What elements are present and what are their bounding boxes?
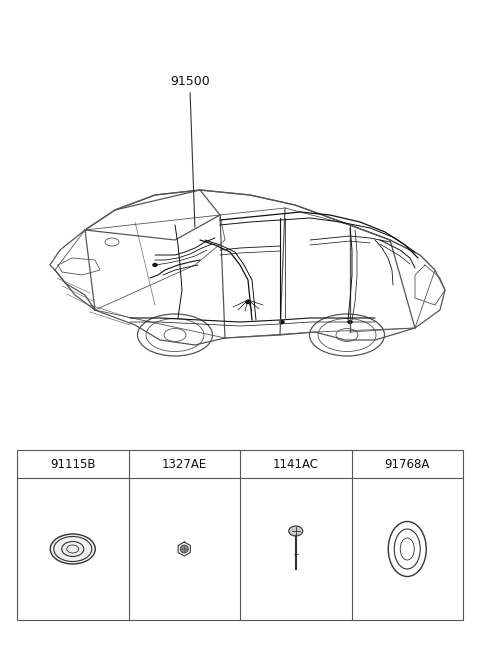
Ellipse shape <box>153 263 157 267</box>
Ellipse shape <box>289 526 303 536</box>
Ellipse shape <box>348 320 352 324</box>
Text: 1327AE: 1327AE <box>162 457 207 470</box>
Text: 1141AC: 1141AC <box>273 457 319 470</box>
Text: 91768A: 91768A <box>384 457 430 470</box>
Text: 91500: 91500 <box>170 75 210 88</box>
Ellipse shape <box>279 320 285 324</box>
Text: 91115B: 91115B <box>50 457 96 470</box>
Ellipse shape <box>180 545 188 553</box>
Ellipse shape <box>245 300 251 304</box>
Ellipse shape <box>50 534 95 564</box>
